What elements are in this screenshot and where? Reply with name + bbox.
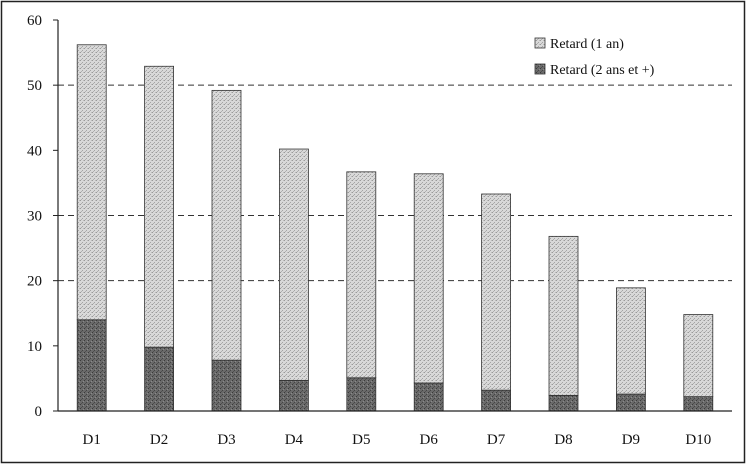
bars (76, 44, 714, 412)
x-tick-label: D1 (83, 432, 101, 448)
y-tick-label: 10 (27, 339, 42, 355)
y-tick-label: 60 (27, 13, 42, 29)
bar-d10-retard-1-an (683, 314, 714, 398)
bar-d9-retard-2-ans (616, 393, 646, 412)
bar-d2-retard-2-ans (144, 346, 175, 412)
y-tick-label: 50 (27, 78, 42, 94)
legend-label-retard-1-an: Retard (1 an) (550, 37, 624, 52)
y-tick-label: 40 (27, 143, 42, 159)
x-tick-label: D5 (352, 432, 370, 448)
bar-d2-retard-1-an (144, 65, 175, 348)
bar-d3-retard-1-an (211, 89, 242, 361)
y-axis-ticks: 0 10 20 30 40 50 60 (27, 13, 58, 420)
bar-d5-retard-2-ans (346, 377, 377, 412)
bar-d6-retard-2-ans (413, 382, 444, 412)
legend-swatch-retard-2-ans (534, 63, 546, 75)
x-axis-ticks: D1 D2 D3 D4 D5 D6 D7 D8 D9 D10 (83, 432, 712, 448)
bar-d8-retard-1-an (548, 235, 579, 396)
y-tick-label: 30 (27, 209, 42, 225)
bar-d10-retard-2-ans (683, 396, 714, 412)
legend: Retard (1 an) Retard (2 ans et +) (534, 37, 655, 78)
x-tick-label: D3 (217, 432, 235, 448)
bar-d8-retard-2-ans (548, 394, 579, 412)
legend-swatch-retard-1-an (534, 37, 546, 49)
x-tick-label: D4 (285, 432, 304, 448)
x-tick-label: D2 (150, 432, 168, 448)
x-tick-label: D9 (622, 432, 640, 448)
y-tick-label: 20 (27, 274, 42, 290)
bar-d4-retard-2-ans (278, 379, 309, 412)
legend-label-retard-2-ans: Retard (2 ans et +) (550, 63, 655, 78)
bar-d1-retard-2-ans (76, 319, 107, 412)
bar-d3-retard-2-ans (211, 359, 242, 412)
bar-d9-retard-1-an (616, 287, 646, 395)
x-tick-label: D8 (554, 432, 572, 448)
x-tick-label: D7 (487, 432, 506, 448)
x-tick-label: D10 (685, 432, 711, 448)
bar-d5-retard-1-an (346, 171, 377, 379)
y-tick-label: 0 (35, 404, 43, 420)
bar-d1-retard-1-an (76, 44, 107, 321)
bar-d6-retard-1-an (413, 173, 444, 384)
bar-d7-retard-1-an (481, 193, 512, 391)
bar-d7-retard-2-ans (481, 389, 512, 412)
bar-d4-retard-1-an (278, 148, 309, 381)
x-tick-label: D6 (420, 432, 439, 448)
